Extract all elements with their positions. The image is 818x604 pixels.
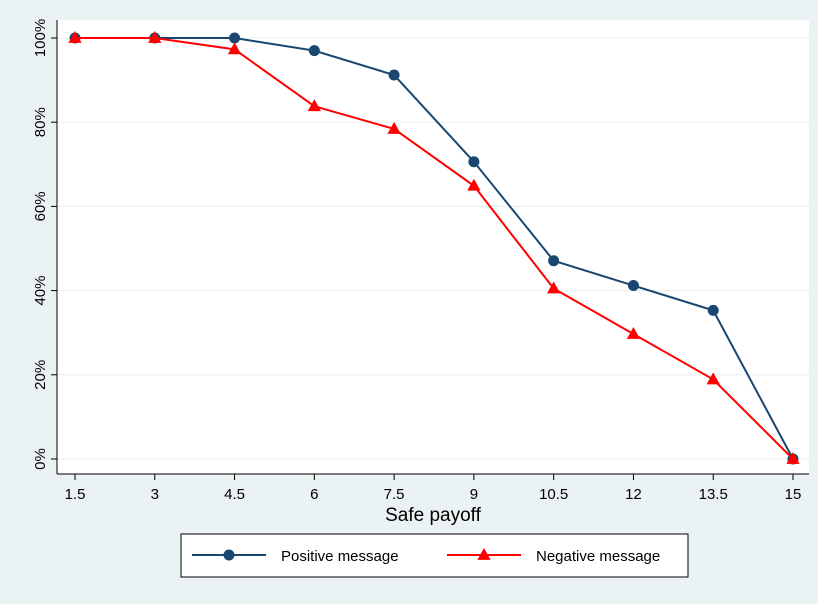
legend-label: Positive message [281,548,399,565]
x-tick-label: 7.5 [384,486,405,503]
legend-item: Positive message [192,548,399,565]
y-tick-label: 80% [32,107,49,137]
data-point [707,304,719,316]
x-tick-label: 4.5 [224,486,245,503]
x-tick-label: 3 [151,486,159,503]
series-line [75,37,794,460]
y-tick-label: 100% [32,19,49,57]
data-point [548,255,560,267]
data-point [547,281,561,294]
data-point [148,31,162,43]
legend-item: Negative message [447,548,660,565]
data-point [786,452,800,464]
x-ticks: 1.5 3 4.5 6 7.5 9 10.5 12 13.5 15 [65,474,802,503]
axes [56,20,809,475]
data-point [626,326,641,339]
series-line [75,37,794,460]
x-tick-label: 1.5 [65,486,86,503]
data-point [387,121,401,134]
data-point [308,45,320,57]
legend-triangle-marker [477,548,491,560]
x-tick-label: 9 [470,486,478,503]
series-negative-message [68,31,800,464]
y-tick-label: 60% [32,191,49,221]
data-point [467,178,481,191]
x-tick-label: 15 [785,486,802,503]
y-tick-label: 20% [32,360,49,390]
x-axis-label: Safe payoff [385,505,482,526]
data-point [627,280,639,292]
legend-circle-marker [223,549,235,561]
y-tick-label: 0% [32,448,49,470]
legend: Positive message Negative message [180,533,689,578]
data-point [388,69,400,81]
data-point [307,99,321,112]
legend-label: Negative message [536,548,660,565]
data-point [706,372,720,385]
data-point [229,32,241,44]
series-positive-message [69,32,799,465]
plot-area [57,20,809,474]
data-point [227,42,242,55]
y-ticks: 0% 20% 40% 60% 80% 100% [32,19,57,470]
series [68,31,800,465]
y-tick-label: 40% [32,276,49,306]
x-tick-label: 12 [625,486,642,503]
data-point [468,156,480,168]
x-tick-label: 13.5 [699,486,728,503]
data-point [68,31,82,43]
x-tick-label: 10.5 [539,486,568,503]
legend-items: Positive message Negative message [192,548,660,565]
x-tick-label: 6 [310,486,318,503]
